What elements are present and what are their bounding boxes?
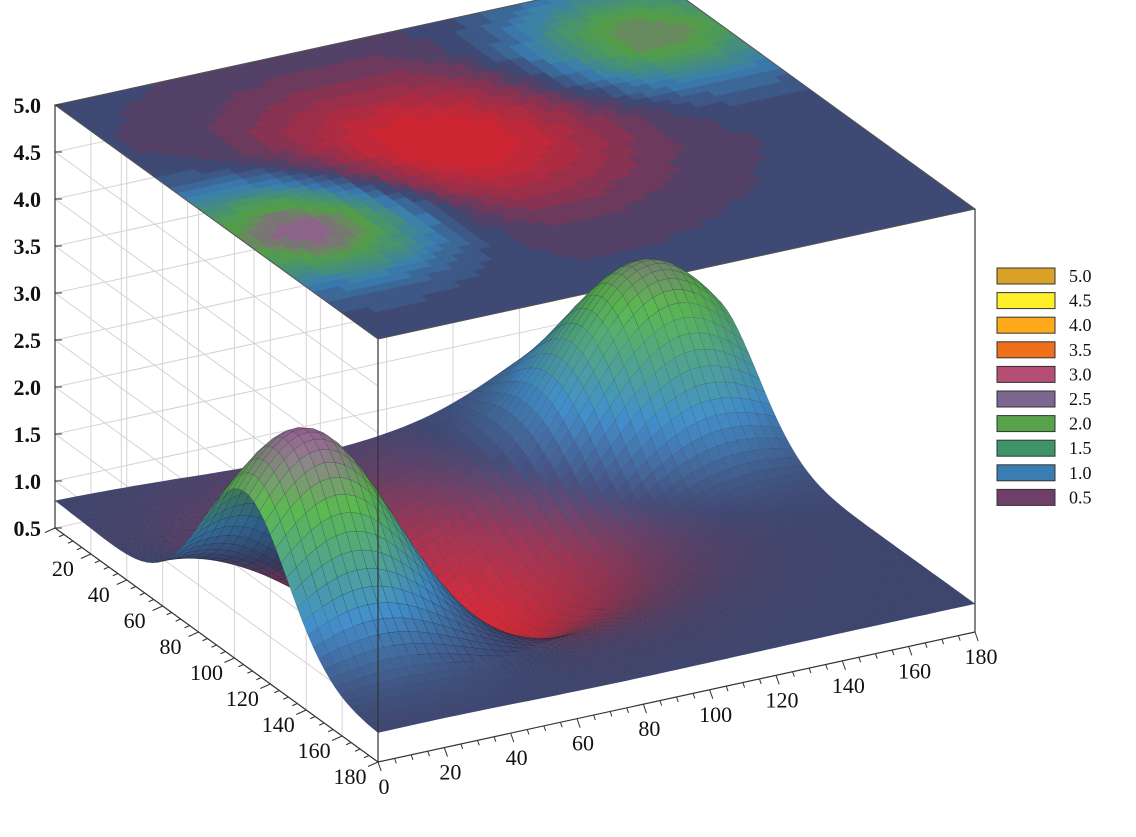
contour-plane: [53, 0, 977, 340]
